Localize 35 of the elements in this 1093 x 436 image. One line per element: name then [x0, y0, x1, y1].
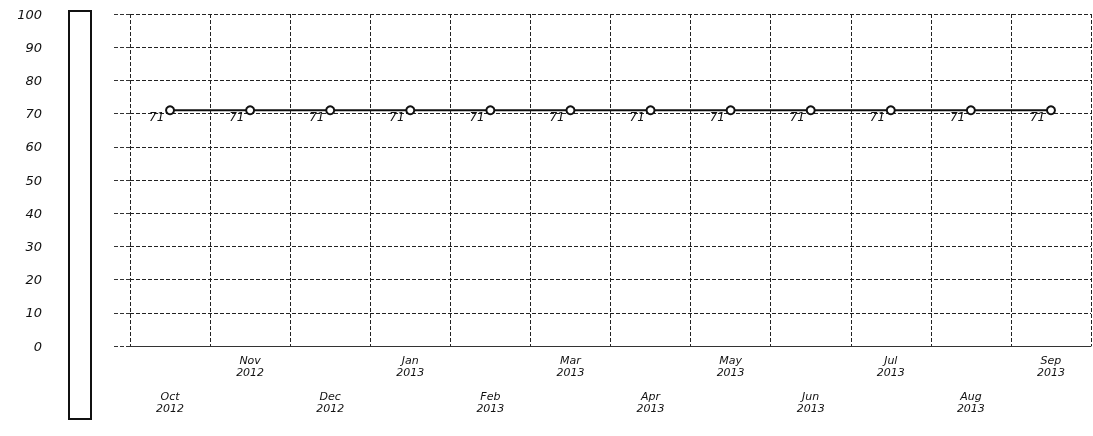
x-tick-label: Nov 2012 [236, 353, 265, 379]
x-tick-label: Aug 2013 [956, 389, 985, 415]
data-label: 71 [1029, 110, 1046, 125]
x-tick-label: Apr 2013 [636, 389, 665, 415]
y-tick-label: 30 [25, 238, 42, 254]
x-tick-label: Feb 2013 [476, 389, 505, 415]
x-tick-label: Jan 2013 [396, 353, 425, 379]
x-tick-label: Jun 2013 [796, 389, 825, 415]
data-label: 71 [709, 110, 725, 125]
y-tick-label: 50 [25, 172, 42, 188]
data-label: 71 [309, 110, 325, 125]
y-tick-label: 70 [25, 106, 42, 122]
y-tick-label: 80 [25, 72, 42, 88]
y-tick-label: 100 [17, 6, 42, 22]
data-label: 71 [869, 110, 886, 125]
data-label: 71 [229, 110, 245, 125]
data-label: 71 [469, 110, 485, 125]
data-label: 71 [549, 110, 565, 125]
data-label: 71 [629, 110, 645, 125]
x-tick-label: Oct 2012 [156, 389, 185, 415]
y-tick-label: 0 [33, 338, 42, 354]
y-tick-label: 10 [25, 305, 42, 321]
data-label: 71 [149, 110, 165, 125]
x-tick-label: Sep 2013 [1036, 353, 1065, 379]
x-tick-label: May 2013 [716, 353, 745, 379]
x-tick-label: Mar 2013 [556, 353, 585, 379]
x-tick-label: Jul 2013 [876, 353, 905, 379]
y-tick-label: 60 [25, 139, 42, 155]
x-tick-label: Dec 2012 [316, 389, 345, 415]
data-label: 71 [789, 110, 805, 125]
data-label: 71 [389, 110, 405, 125]
y-tick-label: 40 [25, 205, 42, 221]
y-tick-label: 20 [25, 272, 42, 288]
data-label: 71 [949, 110, 966, 125]
y-tick-label: 90 [25, 39, 42, 55]
